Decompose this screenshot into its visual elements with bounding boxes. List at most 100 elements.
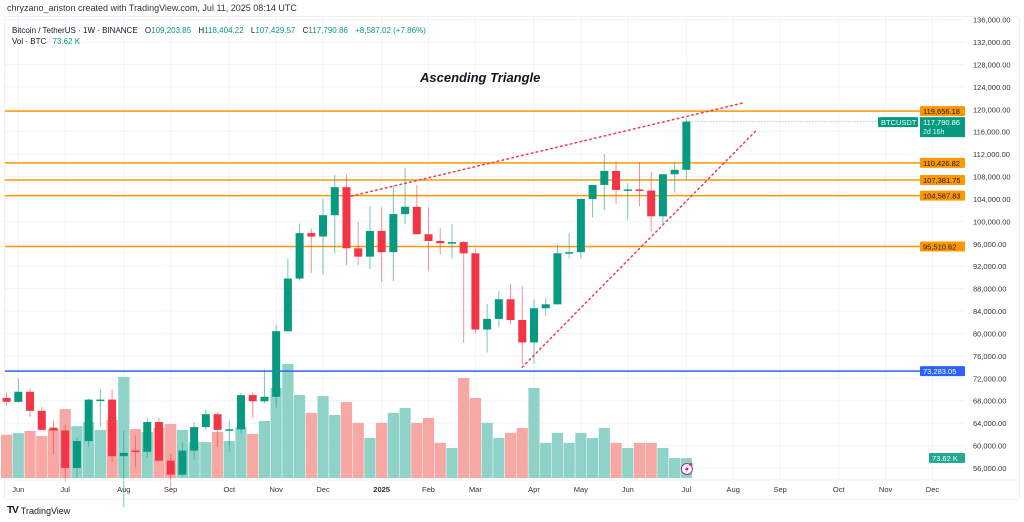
candle-body [61,430,70,468]
candle-body [588,184,597,199]
chart-legend: Bitcoin / TetherUS · 1W · BINANCE O109,2… [12,25,426,47]
candle-body [635,189,644,191]
candle [541,297,550,317]
tradingview-branding[interactable]: TV TradingView [7,505,70,516]
volume-bar [669,458,681,478]
candle-body [37,410,46,430]
candle-body [447,242,456,244]
candle [260,369,269,404]
time-tick-label: Aug [727,485,740,494]
candle-body [377,230,386,253]
level-price-label: 107,381.75 [923,176,961,185]
volume-bar [516,428,528,478]
candle [295,223,304,281]
candle [143,417,152,458]
candle [84,398,93,447]
high-value: 118,404.22 [204,26,244,35]
candle [166,453,175,488]
notification-dot-icon [689,462,693,467]
candle [61,424,70,482]
volume-bar [551,432,564,478]
volume-bar [200,442,212,478]
time-tick-label: Oct [223,485,236,494]
volume-bar [575,432,587,478]
creator-caption: chryzano_ariston created with TradingVie… [7,3,297,13]
volume-bar [434,442,446,478]
price-tick-label: 84,000.00 [973,307,1006,316]
time-tick-label: May [574,485,588,494]
candle [213,411,222,447]
price-tick-label: 108,000.00 [973,173,1011,182]
candle [658,173,667,224]
candle-body [518,320,527,343]
candle [600,154,609,211]
volume-bar [94,429,106,478]
symbol-title[interactable]: Bitcoin / TetherUS · 1W · BINANCE [12,26,138,35]
candle-body [670,169,679,175]
candle [272,325,281,408]
price-tick-label: 100,000.00 [973,217,1011,226]
candle-body [72,441,81,468]
brand-name: TradingView [20,505,71,516]
price-tick-label: 112,000.00 [973,150,1010,159]
candle [494,291,503,328]
candle-body [201,414,210,428]
candle-body [612,170,621,190]
candle [108,389,117,462]
candle-body [623,189,632,191]
last-price-label: 117,790.86 [923,118,960,127]
candle-body [26,391,35,411]
candle [459,240,468,343]
volume-bar [399,408,411,478]
candle [412,184,421,235]
volume-bar [622,448,634,478]
volume-row: Vol · BTC 73.62 K [12,36,426,47]
candle-body [494,299,503,319]
volume-bar [211,432,224,478]
candle [330,174,339,254]
low-value: 107,429.57 [255,26,296,35]
candle [342,174,351,266]
candle [72,437,81,478]
time-tick-label: Jun [622,485,634,494]
candle-body [600,170,609,185]
candle [201,409,210,431]
price-tick-label: 92,000.00 [973,262,1006,271]
volume-bar [165,423,177,478]
candle [553,244,562,305]
candle [96,389,105,427]
candle [401,167,410,225]
candle-body [272,331,281,397]
candle [530,299,538,364]
open-label: O [144,26,152,35]
change-value: +8,587.02 (+7.86%) [355,26,426,35]
volume-bar [258,420,271,478]
volume-bar [411,422,423,478]
candle-body [119,452,128,457]
level-price-label: 110,426.82 [923,159,960,168]
price-tick-label: 68,000.00 [973,397,1006,406]
time-tick-label: Jul [60,485,70,494]
candle-body [131,450,140,453]
candle [49,420,58,455]
candle [354,221,363,266]
candle [670,162,679,193]
pattern-annotation[interactable]: Ascending Triangle [420,70,541,85]
candle-body [178,450,187,475]
volume-label[interactable]: Vol · BTC [12,37,47,46]
candle-body [553,253,562,305]
volume-bar [188,442,200,478]
close-value: 117,790.86 [308,26,348,35]
time-tick-label: Feb [422,485,435,494]
volume-bar [118,376,130,478]
candle-body [295,233,304,279]
time-tick-label: Nov [269,485,283,494]
volume-bar [36,436,48,478]
price-tick-label: 124,000.00 [973,83,1011,92]
price-tick-label: 120,000.00 [973,105,1011,114]
volume-bar [493,438,505,478]
candle-body [459,242,468,254]
candle [26,388,35,417]
volume-bar [446,448,458,478]
